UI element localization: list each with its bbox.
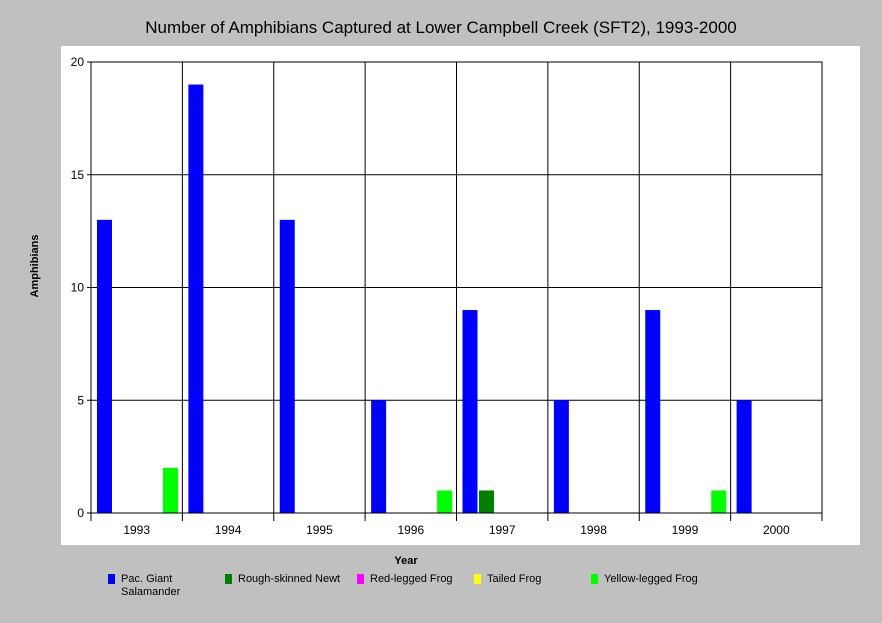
x-axis-title: Year bbox=[394, 555, 418, 567]
y-axis-title: Amphibians bbox=[29, 234, 41, 298]
bar bbox=[462, 310, 478, 513]
legend-swatch bbox=[591, 574, 598, 584]
legend-label: Yellow-legged Frog bbox=[604, 573, 698, 585]
bar bbox=[711, 490, 727, 513]
x-tick-label: 1994 bbox=[215, 523, 242, 537]
x-tick-label: 2000 bbox=[763, 523, 790, 537]
bar bbox=[736, 400, 752, 513]
legend-label: Tailed Frog bbox=[487, 573, 542, 585]
legend-swatch bbox=[225, 574, 232, 584]
legend-swatch bbox=[357, 574, 364, 584]
chart-title: Number of Amphibians Captured at Lower C… bbox=[145, 18, 737, 37]
y-tick-label: 20 bbox=[71, 55, 85, 69]
y-tick-label: 5 bbox=[77, 393, 84, 407]
y-tick-label: 10 bbox=[71, 281, 85, 295]
x-tick-label: 1997 bbox=[489, 523, 516, 537]
x-tick-label: 1999 bbox=[672, 523, 699, 537]
y-tick-label: 15 bbox=[71, 168, 85, 182]
x-tick-label: 1993 bbox=[123, 523, 150, 537]
bar bbox=[279, 219, 295, 513]
legend-swatch bbox=[108, 574, 115, 584]
bar bbox=[553, 400, 569, 513]
x-tick-label: 1995 bbox=[306, 523, 333, 537]
bar bbox=[437, 490, 453, 513]
legend-label: Red-legged Frog bbox=[370, 573, 453, 585]
bar bbox=[645, 310, 661, 513]
bar bbox=[479, 490, 494, 513]
bar bbox=[188, 84, 204, 514]
y-tick-label: 0 bbox=[77, 506, 84, 520]
x-tick-label: 1998 bbox=[580, 523, 607, 537]
legend-label: Rough-skinned Newt bbox=[238, 573, 341, 585]
bar bbox=[97, 219, 112, 513]
legend-label: Pac. Giant Salamander bbox=[121, 573, 181, 598]
bar bbox=[371, 400, 387, 513]
chart-panel: 0 5 10 15 20 1993 1994 1995 1996 1997 1998 1999 2000 bbox=[61, 46, 860, 545]
x-tick-label: 1996 bbox=[397, 523, 424, 537]
bar bbox=[163, 467, 178, 513]
legend-swatch bbox=[474, 574, 481, 584]
plot-area: 0 5 10 15 20 1993 1994 1995 1996 1997 1998 1999 2000 bbox=[71, 55, 823, 537]
